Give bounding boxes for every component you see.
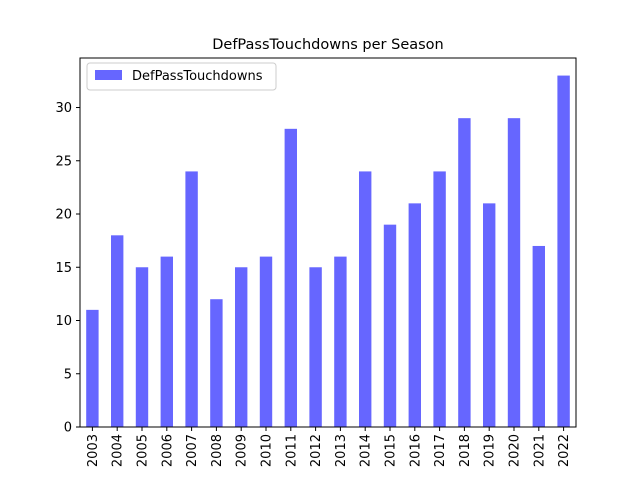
bar-2017 <box>433 171 446 427</box>
bar-2007 <box>185 171 198 427</box>
y-axis: 0 5 10 15 20 25 30 <box>55 101 80 436</box>
bar-2006 <box>160 256 173 427</box>
x-tick-label-2013: 2013 <box>334 434 349 467</box>
bar-2019 <box>483 203 496 427</box>
bar-2005 <box>135 267 149 427</box>
x-tick-label-2017: 2017 <box>433 434 448 467</box>
x-tick-label-2011: 2011 <box>284 434 299 467</box>
x-tick-label-2004: 2004 <box>111 434 126 467</box>
legend-swatch <box>95 70 122 80</box>
legend-box <box>86 62 277 91</box>
x-tick-label-2019: 2019 <box>483 434 498 467</box>
y-tick-label-10: 10 <box>55 314 72 329</box>
x-tick-label-2014: 2014 <box>359 434 374 467</box>
x-tick-label-2012: 2012 <box>309 434 324 467</box>
x-tick-label-2008: 2008 <box>210 434 225 467</box>
bar-2016 <box>408 203 421 427</box>
bar-2021 <box>532 245 545 427</box>
bar-2012 <box>309 267 322 427</box>
x-tick-label-2015: 2015 <box>384 434 399 467</box>
legend-label: DefPassTouchdowns <box>132 69 263 84</box>
y-tick-label-25: 25 <box>55 154 72 169</box>
bar-2022 <box>557 75 570 427</box>
bars-layer <box>86 75 570 428</box>
bar-2008 <box>210 299 223 427</box>
bar-2004 <box>111 235 124 427</box>
bar-2011 <box>284 128 297 427</box>
x-tick-label-2006: 2006 <box>160 434 175 467</box>
y-tick-label-30: 30 <box>55 101 72 116</box>
chart-title: DefPassTouchdowns per Season <box>212 37 444 53</box>
y-tick-label-5: 5 <box>64 367 72 382</box>
x-tick-label-2007: 2007 <box>185 434 200 467</box>
x-tick-label-2021: 2021 <box>532 434 547 467</box>
bar-2014 <box>359 171 372 427</box>
legend: DefPassTouchdowns <box>86 62 277 91</box>
x-tick-label-2018: 2018 <box>458 434 473 467</box>
bar-2015 <box>383 224 397 427</box>
x-tick-label-2020: 2020 <box>508 434 523 467</box>
bar-2018 <box>458 118 471 428</box>
plot-frame <box>79 57 577 428</box>
bar-2020 <box>507 118 521 428</box>
x-tick-label-2016: 2016 <box>408 434 423 467</box>
x-tick-label-2005: 2005 <box>136 434 151 467</box>
y-tick-label-20: 20 <box>55 208 72 223</box>
x-tick-label-2009: 2009 <box>235 434 250 467</box>
bar-2010 <box>259 256 273 427</box>
bar-2013 <box>334 256 347 427</box>
x-axis: 2003 2004 2005 2006 2007 2008 2009 2010 2011 2012… <box>86 427 572 467</box>
y-tick-label-0: 0 <box>64 421 72 436</box>
x-tick-label-2022: 2022 <box>557 434 572 467</box>
x-tick-label-2003: 2003 <box>86 434 101 467</box>
x-tick-label-2010: 2010 <box>260 434 275 467</box>
bar-2009 <box>235 267 248 427</box>
bar-2003 <box>86 309 99 427</box>
y-tick-label-15: 15 <box>55 261 72 276</box>
